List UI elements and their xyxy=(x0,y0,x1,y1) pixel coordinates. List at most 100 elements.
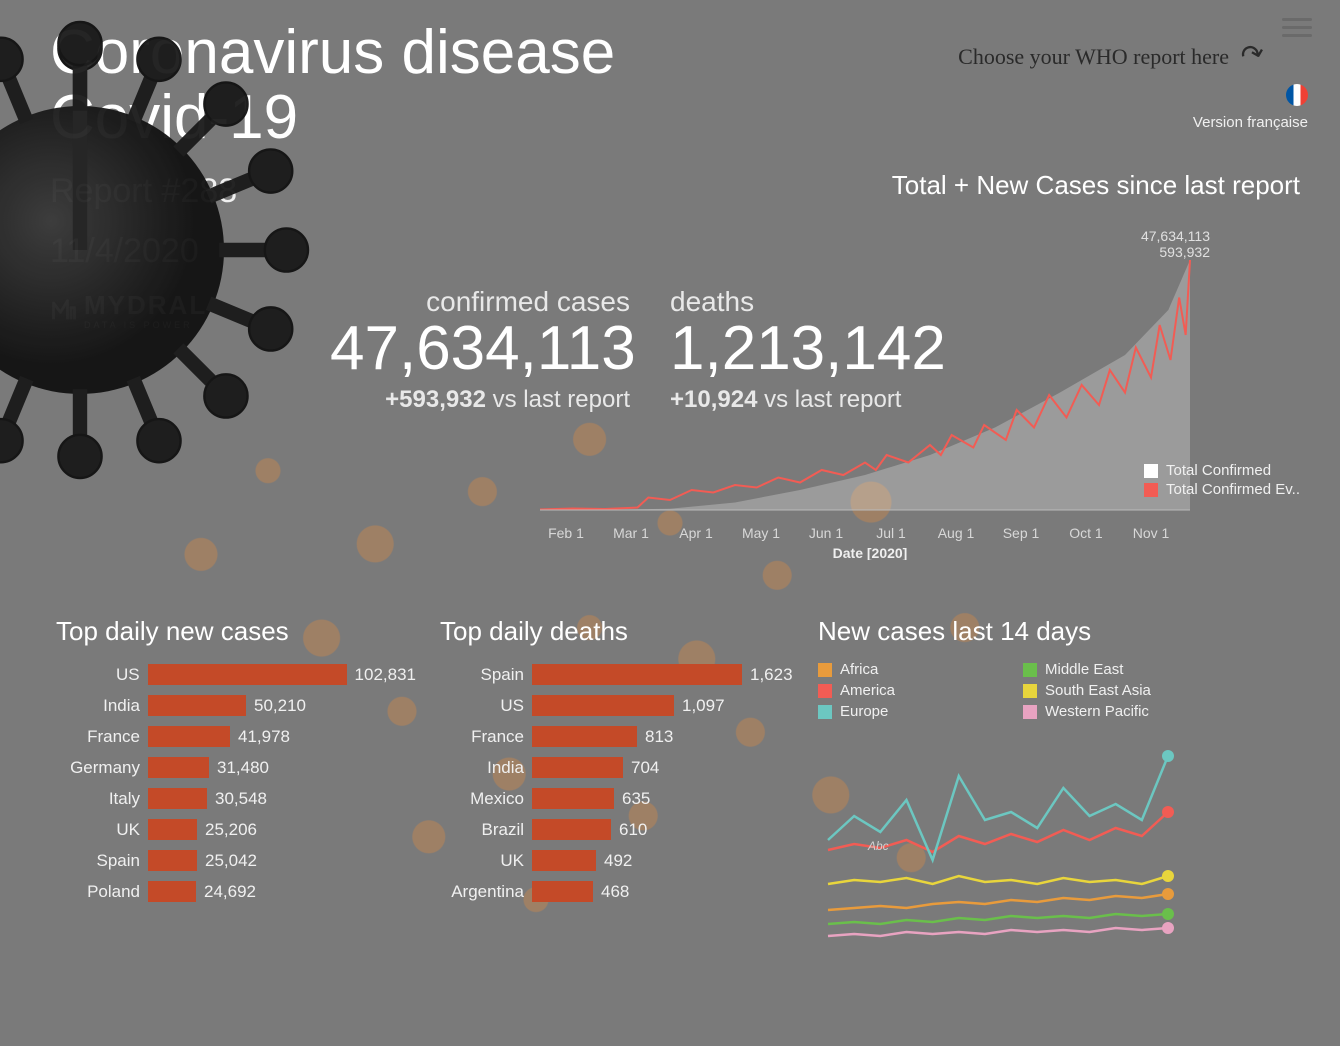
legend-item: South East Asia xyxy=(1023,682,1228,699)
svg-text:Aug 1: Aug 1 xyxy=(938,525,975,541)
language-switch[interactable]: Version française xyxy=(1193,84,1308,131)
svg-text:Feb 1: Feb 1 xyxy=(548,525,584,541)
language-label: Version française xyxy=(1193,114,1308,131)
bar-label: UK xyxy=(56,820,148,840)
bar-row: Argentina 468 xyxy=(440,876,800,907)
bar-value: 635 xyxy=(614,789,650,809)
cases-chart: 47,634,113 593,932 Feb 1Mar 1Apr 1May 1J… xyxy=(520,220,1220,560)
legend-item: Africa xyxy=(818,661,1023,678)
bar-row: UK 492 xyxy=(440,845,800,876)
bar-value: 1,623 xyxy=(742,665,793,685)
bar-row: Mexico 635 xyxy=(440,783,800,814)
bar-value: 813 xyxy=(637,727,673,747)
bar-label: Argentina xyxy=(440,882,532,902)
bar-label: Germany xyxy=(56,758,148,778)
cases-chart-legend: Total Confirmed Total Confirmed Ev.. xyxy=(1144,460,1300,500)
bar xyxy=(148,726,230,747)
bar xyxy=(148,695,246,716)
bar xyxy=(148,819,197,840)
bar-label: India xyxy=(56,696,148,716)
bar-value: 102,831 xyxy=(347,665,416,685)
who-report-text: Choose your WHO report here xyxy=(958,44,1229,69)
bar-value: 610 xyxy=(611,820,647,840)
bar-value: 30,548 xyxy=(207,789,267,809)
who-report-link[interactable]: Choose your WHO report here ↷ xyxy=(958,38,1264,72)
bar-row: US 102,831 xyxy=(56,659,416,690)
bar-row: Brazil 610 xyxy=(440,814,800,845)
bar-label: Mexico xyxy=(440,789,532,809)
bar-row: Spain 1,623 xyxy=(440,659,800,690)
bar xyxy=(148,664,347,685)
bar xyxy=(532,881,593,902)
legend-item: Europe xyxy=(818,703,1023,720)
bar xyxy=(532,664,742,685)
bar-row: Germany 31,480 xyxy=(56,752,416,783)
bar-label: Spain xyxy=(56,851,148,871)
bar-row: US 1,097 xyxy=(440,690,800,721)
svg-text:Date [2020]: Date [2020] xyxy=(833,545,908,560)
bar xyxy=(148,757,209,778)
bar xyxy=(532,695,674,716)
bar-label: UK xyxy=(440,851,532,871)
arrow-icon: ↷ xyxy=(1237,36,1268,75)
svg-text:Nov 1: Nov 1 xyxy=(1133,525,1170,541)
menu-button[interactable] xyxy=(1282,18,1312,37)
cases-chart-title: Total + New Cases since last report xyxy=(892,170,1300,201)
bar xyxy=(148,850,197,871)
bar-value: 492 xyxy=(596,851,632,871)
bar-label: Brazil xyxy=(440,820,532,840)
bar-label: India xyxy=(440,758,532,778)
bar-row: France 41,978 xyxy=(56,721,416,752)
bar xyxy=(532,819,611,840)
bar-label: Poland xyxy=(56,882,148,902)
bar xyxy=(148,788,207,809)
svg-text:Jul 1: Jul 1 xyxy=(876,525,906,541)
bar-value: 41,978 xyxy=(230,727,290,747)
bar xyxy=(532,726,637,747)
svg-text:Oct 1: Oct 1 xyxy=(1069,525,1103,541)
bar-row: UK 25,206 xyxy=(56,814,416,845)
bar-label: Spain xyxy=(440,665,532,685)
bar xyxy=(532,850,596,871)
legend-item: Western Pacific xyxy=(1023,703,1228,720)
bar-label: France xyxy=(440,727,532,747)
regions-chart-legend: AfricaMiddle EastAmericaSouth East AsiaE… xyxy=(818,659,1228,722)
bar-row: France 813 xyxy=(440,721,800,752)
bar xyxy=(532,757,623,778)
bar-row: Poland 24,692 xyxy=(56,876,416,907)
regions-chart-title: New cases last 14 days xyxy=(818,616,1228,647)
bar-value: 31,480 xyxy=(209,758,269,778)
bar-row: Italy 30,548 xyxy=(56,783,416,814)
bar-value: 468 xyxy=(593,882,629,902)
svg-text:May 1: May 1 xyxy=(742,525,780,541)
bar xyxy=(532,788,614,809)
bar-row: Spain 25,042 xyxy=(56,845,416,876)
top-deaths-chart: Top daily deaths Spain 1,623 US 1,097 France… xyxy=(440,616,800,907)
cases-chart-end-labels: 47,634,113 593,932 xyxy=(1141,228,1210,260)
legend-item: Middle East xyxy=(1023,661,1228,678)
top-deaths-title: Top daily deaths xyxy=(440,616,800,647)
bar-label: Italy xyxy=(56,789,148,809)
bar-row: India 704 xyxy=(440,752,800,783)
bar-value: 704 xyxy=(623,758,659,778)
bar-row: India 50,210 xyxy=(56,690,416,721)
top-cases-title: Top daily new cases xyxy=(56,616,416,647)
top-cases-chart: Top daily new cases US 102,831 India 50,210… xyxy=(56,616,416,907)
svg-text:Abc: Abc xyxy=(867,839,889,853)
bar-value: 24,692 xyxy=(196,882,256,902)
virus-illustration xyxy=(0,10,320,490)
bar-value: 25,206 xyxy=(197,820,257,840)
svg-text:Apr 1: Apr 1 xyxy=(679,525,713,541)
regions-chart: New cases last 14 days AfricaMiddle East… xyxy=(818,616,1228,975)
svg-text:Sep 1: Sep 1 xyxy=(1003,525,1040,541)
bar-value: 50,210 xyxy=(246,696,306,716)
bar-label: US xyxy=(440,696,532,716)
bar-label: US xyxy=(56,665,148,685)
bar-value: 25,042 xyxy=(197,851,257,871)
svg-text:Jun 1: Jun 1 xyxy=(809,525,843,541)
france-flag-icon xyxy=(1286,84,1308,106)
bar-label: France xyxy=(56,727,148,747)
bar-value: 1,097 xyxy=(674,696,725,716)
bar xyxy=(148,881,196,902)
legend-item: America xyxy=(818,682,1023,699)
